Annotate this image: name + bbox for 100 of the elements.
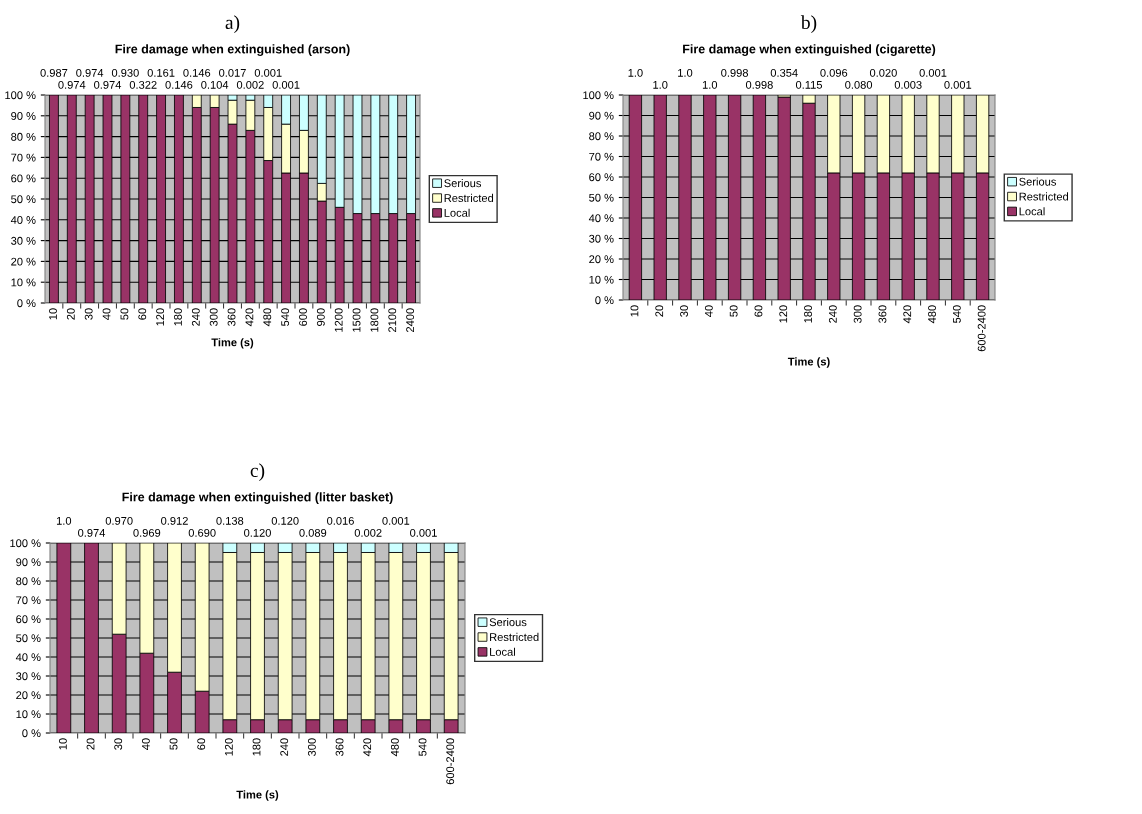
y-tick-label: 90 % [589,111,614,120]
y-tick-label: 30 % [589,234,614,243]
y-tick-label: 90 % [11,112,36,120]
text: 0.001 [410,528,437,537]
x-tick-label: 240 [828,305,837,323]
text: 0.001 [272,80,300,89]
text: 0.987 [40,68,68,77]
text: 0.354 [770,68,798,77]
y-tick-label: 50 % [16,634,41,643]
y-tick-label: 70 % [16,596,41,605]
text: 1.0 [628,68,643,77]
x-tick-label: 40 [141,738,150,750]
x-tick-label: 120 [156,308,165,326]
x-tick-label: 240 [191,308,200,326]
x-tick-label: 900 [316,308,325,326]
y-tick-label: 80 % [16,577,41,586]
text: 0.017 [219,68,246,77]
y-tick-label: 40 % [15,653,41,662]
x-tick-label: 2100 [388,308,397,333]
text: a) [225,15,240,33]
legend-label: Serious [1019,177,1056,186]
text: 0.104 [201,80,229,89]
text: 0.969 [133,528,161,537]
text: 0.161 [147,68,175,77]
text: 0.146 [183,68,211,77]
y-tick-label: 60 % [589,173,614,182]
x-tick-label: 60 [138,308,147,320]
x-tick-label: 180 [174,308,182,326]
y-tick-label: 70 % [11,153,36,162]
text: 0.974 [58,80,86,89]
x-tick-label: 360 [878,305,887,323]
y-tick-label: 100 % [5,91,36,100]
x-tick-label: 360 [335,738,344,756]
x-tick-label: 1500 [352,308,361,332]
legend-label: Serious [489,617,527,627]
x-tick-label: 420 [363,738,372,757]
text: 1.0 [56,516,72,525]
x-tick-label: 540 [281,308,290,326]
legend-label: Restricted [1019,192,1069,201]
text: 1.0 [702,80,718,89]
y-tick-label: 10 % [589,275,614,284]
x-tick-label: 10 [49,308,57,320]
x-tick-label: 540 [418,738,427,756]
x-tick-label: 50 [120,308,129,320]
x-tick-label: 480 [928,305,936,324]
x-tick-label: 540 [952,305,961,323]
y-tick-label: 10 % [11,278,36,287]
y-tick-label: 90 % [16,558,41,567]
chart-title: Fire damage when extinguished (arson) [115,44,350,56]
text: 0.998 [721,68,749,77]
y-tick-label: 60 % [11,174,36,183]
legend-label: Local [490,647,515,656]
y-tick-label: 50 % [11,195,36,204]
text: 1.0 [653,80,668,89]
x-tick-label: 20 [655,305,664,317]
x-tick-label: 480 [390,738,399,757]
text: 0.016 [327,516,354,525]
text: 0.322 [129,80,157,89]
legend-label: Local [1019,207,1045,216]
x-tick-label: 40 [704,305,713,317]
text: 0.912 [161,516,188,525]
text: 0.998 [745,80,773,89]
y-tick-label: 20 % [589,255,614,264]
text: 0.138 [216,516,244,525]
chart-title: Fire damage when extinguished (cigarette) [683,44,936,56]
legend-label: Local [444,208,470,217]
y-tick-label: 30 % [11,236,36,245]
y-tick-label: 40 % [588,214,614,223]
text: 0.690 [188,528,216,537]
text: 0.089 [299,528,327,537]
x-tick-label: 120 [779,305,788,323]
x-axis-title: Time (s) [211,338,254,349]
text: 0.001 [944,80,972,89]
x-tick-label: 30 [680,305,688,317]
x-tick-label: 20 [66,308,75,320]
text: 0.002 [236,80,264,89]
text: 0.974 [94,80,122,89]
y-tick-label: 100 % [583,91,614,100]
x-axis-title: Time (s) [787,357,830,368]
y-tick-label: 70 % [589,152,614,161]
text: 0.096 [820,68,848,77]
text: b) [800,15,817,33]
y-tick-label: 20 % [16,691,41,700]
text: 0.970 [105,516,133,525]
y-tick-label: 40 % [10,216,36,224]
legend-label: Restricted [490,632,539,642]
chart-title: Fire damage when extinguished (litter basket) [122,492,393,504]
text: 0.001 [919,68,947,77]
y-tick-label: 30 % [16,672,41,681]
x-tick-label: 420 [903,305,912,324]
y-tick-label: 0 % [595,296,614,305]
y-tick-label: 20 % [11,257,36,266]
x-tick-label: 600-2400 [977,305,986,352]
x-tick-label: 1800 [370,308,379,332]
text: c) [250,463,265,481]
y-tick-label: 0 % [22,729,41,738]
x-tick-label: 300 [307,738,316,756]
x-tick-label: 600 [299,308,307,326]
text: 0.001 [382,516,410,525]
text: 0.974 [78,528,106,537]
